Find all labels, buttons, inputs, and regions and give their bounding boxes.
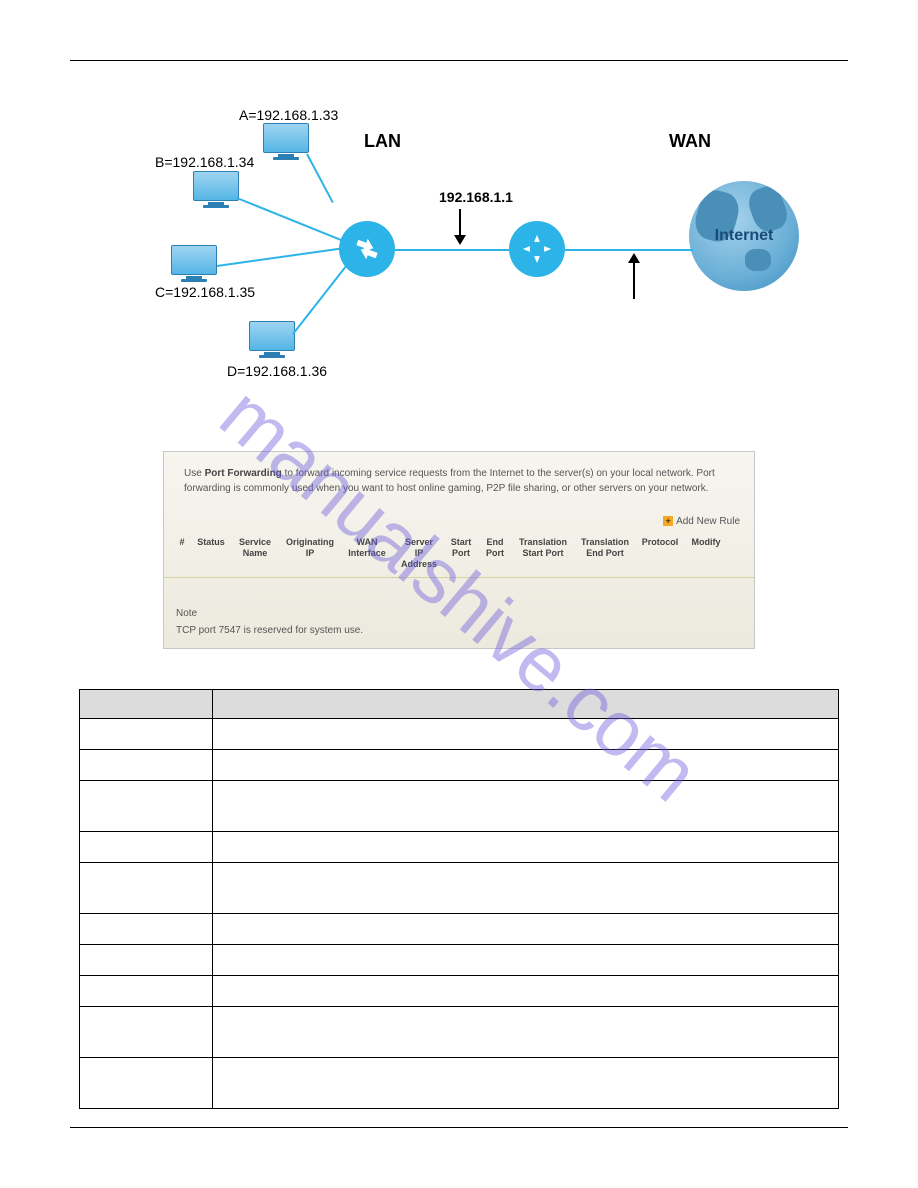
table-row — [80, 945, 839, 976]
link-a — [306, 154, 334, 204]
column-header: OriginatingIP — [280, 537, 340, 569]
table-row — [80, 976, 839, 1007]
column-header: EndPort — [478, 537, 512, 569]
host-d-label: D=192.168.1.36 — [227, 363, 327, 379]
wan-label: WAN — [669, 131, 711, 152]
top-rule — [70, 60, 848, 61]
table-cell — [80, 1058, 213, 1109]
table-cell — [80, 750, 213, 781]
arrow-up-line — [633, 263, 635, 299]
table-cell — [213, 976, 839, 1007]
info-bold: Port Forwarding — [205, 468, 282, 479]
rules-table-header: #StatusServiceNameOriginatingIPWANInterf… — [164, 531, 754, 578]
table-cell — [80, 976, 213, 1007]
table-cell — [213, 863, 839, 914]
table-row — [80, 1007, 839, 1058]
table-row — [80, 832, 839, 863]
panel-info-text: Use Port Forwarding to forward incoming … — [164, 452, 754, 510]
lan-label: LAN — [364, 131, 401, 152]
add-new-rule-button[interactable]: +Add New Rule — [164, 510, 754, 531]
column-header: Status — [192, 537, 230, 569]
table-cell — [213, 719, 839, 750]
table-header-row — [80, 690, 839, 719]
table-cell — [80, 863, 213, 914]
add-rule-label: Add New Rule — [676, 516, 740, 527]
column-header: StartPort — [444, 537, 478, 569]
column-header: TranslationEnd Port — [574, 537, 636, 569]
arrow-down-line — [459, 209, 461, 235]
table-cell — [213, 781, 839, 832]
monitor-a-icon — [263, 123, 309, 159]
monitor-d-icon — [249, 321, 295, 357]
column-header: TranslationStart Port — [512, 537, 574, 569]
monitor-c-icon — [171, 245, 217, 281]
table-cell — [213, 832, 839, 863]
table-cell — [213, 1058, 839, 1109]
table-row — [80, 719, 839, 750]
link-switch-router — [395, 249, 509, 251]
link-c — [217, 247, 346, 267]
link-d — [292, 262, 349, 334]
table-row — [80, 750, 839, 781]
port-forwarding-panel: Use Port Forwarding to forward incoming … — [163, 451, 755, 649]
host-a-label: A=192.168.1.33 — [239, 107, 338, 123]
note-label: Note — [164, 578, 754, 625]
table-cell — [213, 1007, 839, 1058]
column-header: Protocol — [636, 537, 684, 569]
bottom-rule — [70, 1127, 848, 1128]
table-header-cell — [213, 690, 839, 719]
table-cell — [213, 945, 839, 976]
column-header: WANInterface — [340, 537, 394, 569]
table-cell — [80, 719, 213, 750]
table-cell — [80, 914, 213, 945]
column-header: ServerIPAddress — [394, 537, 444, 569]
arrow-down-head — [454, 235, 466, 245]
table-header-cell — [80, 690, 213, 719]
router-icon — [509, 221, 565, 277]
table-row — [80, 863, 839, 914]
network-diagram: LAN WAN 192.168.1.1 A=192.168.1.33 B=192… — [109, 101, 809, 401]
link-router-internet — [565, 249, 693, 251]
column-header: ServiceName — [230, 537, 280, 569]
host-c-label: C=192.168.1.35 — [155, 284, 255, 300]
table-row — [80, 914, 839, 945]
table-row — [80, 1058, 839, 1109]
column-header: Modify — [684, 537, 728, 569]
settings-table — [79, 689, 839, 1109]
internet-globe-icon: Internet — [689, 181, 799, 291]
table-cell — [80, 1007, 213, 1058]
info-prefix: Use — [184, 468, 205, 479]
column-header: # — [172, 537, 192, 569]
table-row — [80, 781, 839, 832]
table-cell — [80, 945, 213, 976]
table-cell — [80, 781, 213, 832]
note-text: TCP port 7547 is reserved for system use… — [164, 625, 754, 648]
switch-icon — [339, 221, 395, 277]
table-cell — [80, 832, 213, 863]
page: LAN WAN 192.168.1.1 A=192.168.1.33 B=192… — [0, 0, 918, 1188]
link-b — [237, 197, 344, 242]
table-cell — [213, 750, 839, 781]
host-b-label: B=192.168.1.34 — [155, 154, 254, 170]
plus-icon: + — [663, 516, 673, 526]
internet-label: Internet — [715, 227, 774, 245]
arrow-up-head — [628, 253, 640, 263]
router-ip-label: 192.168.1.1 — [439, 189, 513, 205]
table-cell — [213, 914, 839, 945]
monitor-b-icon — [193, 171, 239, 207]
